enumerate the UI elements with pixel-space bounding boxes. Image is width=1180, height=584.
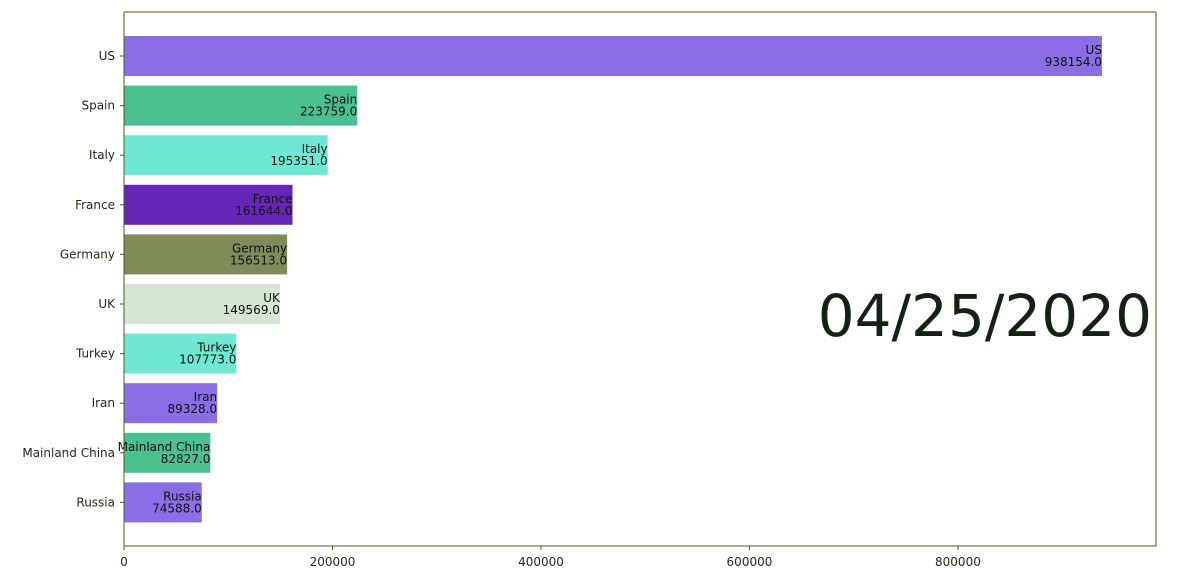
bar-name-label: Italy [302,142,328,156]
bar-name-label: Iran [194,390,217,404]
bar-mainland-china [124,432,211,473]
y-tick-label: Iran [92,396,115,410]
bar-france [124,184,293,225]
bar-name-label: Spain [324,93,358,107]
bar-value-label: 74588.0 [152,501,202,515]
bar-value-label: 223759.0 [300,105,357,119]
y-tick-label: Turkey [75,347,115,361]
y-tick-label: France [75,198,115,212]
bar-name-label: Germany [232,241,287,255]
x-tick-label: 800000 [935,555,981,569]
bar-name-label: UK [263,291,281,305]
x-tick-label: 200000 [310,555,356,569]
bar-name-label: Turkey [196,341,236,355]
bar-germany [124,234,288,275]
bar-turkey [124,333,237,374]
y-tick-label: UK [98,297,116,311]
bar-iran [124,383,218,424]
bar-value-label: 89328.0 [167,402,217,416]
y-tick-label: Italy [89,148,115,162]
date-label: 04/25/2020 [818,282,1152,350]
bar-spain [124,85,358,126]
bar-value-label: 161644.0 [235,204,292,218]
bar-name-label: Mainland China [118,440,211,454]
y-tick-label: Germany [60,247,115,261]
y-tick-label: Spain [81,99,115,113]
bar-italy [124,135,328,176]
x-tick-label: 600000 [727,555,773,569]
bar-name-label: Russia [163,489,202,503]
bar-name-label: US [1086,43,1102,57]
bar-us [124,36,1102,76]
bar-value-label: 149569.0 [223,303,280,317]
bar-name-label: France [253,192,293,206]
x-tick-label: 0 [120,555,128,569]
y-tick-label: Mainland China [22,446,115,460]
bar-value-label: 156513.0 [230,253,287,267]
bar-value-label: 195351.0 [270,154,327,168]
y-tick-label: US [99,49,115,63]
y-tick-label: Russia [76,495,115,509]
bar-russia [124,482,202,523]
y-axis: US Spain Italy France Germany UK Turkey Iran Mai… [22,49,124,509]
bar-uk [124,284,280,324]
plot-frame [123,11,1157,547]
bars-layer [124,36,1102,523]
x-tick-label: 400000 [518,555,564,569]
bar-value-label: 82827.0 [161,452,211,466]
bar-value-label: 938154.0 [1045,55,1102,69]
x-axis: 0 200000 400000 600000 800000 [120,546,981,569]
bar-value-label: 107773.0 [179,353,236,367]
